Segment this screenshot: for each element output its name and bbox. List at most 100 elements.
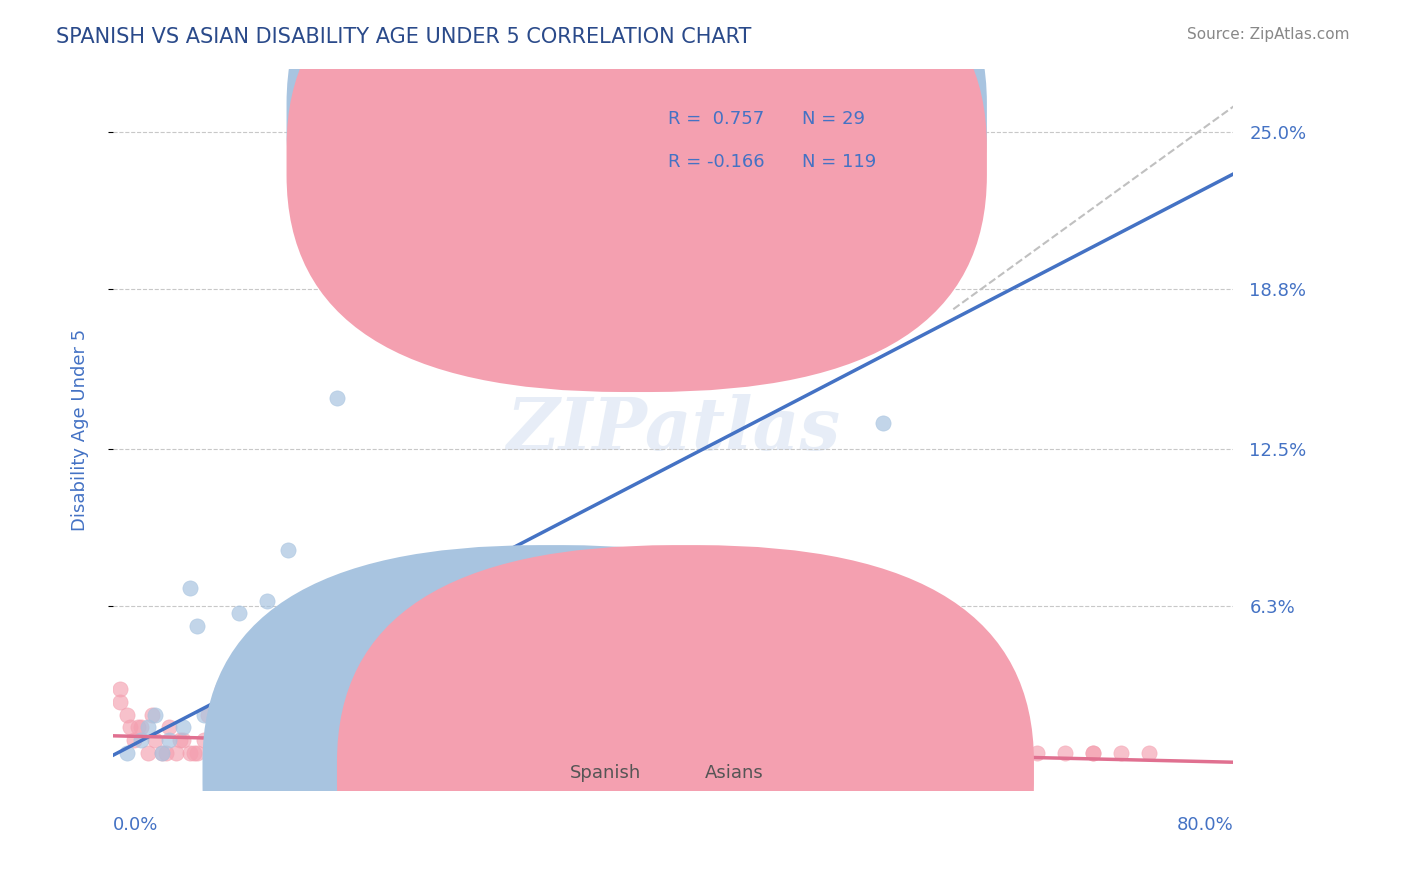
Point (575, 746, 598, 760)
Text: R = -0.166: R = -0.166 (668, 153, 763, 171)
Point (1054, 746, 1077, 760)
Point (519, 746, 541, 760)
Point (388, 746, 411, 760)
Point (157, 720, 180, 734)
Point (1083, 746, 1105, 760)
Point (127, 720, 149, 734)
Point (830, 746, 852, 760)
Point (449, 746, 471, 760)
Point (787, 746, 810, 760)
Point (463, 746, 485, 760)
Point (1083, 746, 1105, 760)
Point (115, 707, 138, 722)
Point (155, 746, 177, 760)
Point (550, 746, 572, 760)
Point (354, 746, 377, 760)
Point (326, 391, 349, 405)
Point (256, 593, 278, 607)
Point (1111, 746, 1133, 760)
Point (942, 746, 965, 760)
Point (409, 746, 432, 760)
Point (395, 746, 418, 760)
Text: Source: ZipAtlas.com: Source: ZipAtlas.com (1187, 27, 1350, 42)
Point (354, 746, 377, 760)
Point (886, 746, 908, 760)
Point (200, 746, 222, 760)
Point (197, 707, 219, 722)
Text: R =  0.757: R = 0.757 (668, 110, 763, 128)
Point (970, 746, 993, 760)
Text: N = 29: N = 29 (801, 110, 865, 128)
Point (759, 746, 782, 760)
Point (323, 682, 346, 697)
Point (494, 746, 516, 760)
Point (704, 746, 727, 760)
Point (115, 746, 138, 760)
Point (256, 746, 278, 760)
Point (347, 746, 370, 760)
Point (207, 746, 229, 760)
Point (858, 746, 880, 760)
Point (172, 720, 194, 734)
Point (179, 581, 201, 595)
Point (561, 746, 583, 760)
Point (592, 746, 614, 760)
Point (221, 746, 243, 760)
Point (533, 746, 555, 760)
FancyBboxPatch shape (337, 545, 1033, 892)
Point (312, 746, 335, 760)
Point (479, 746, 502, 760)
Point (141, 707, 163, 722)
Point (172, 733, 194, 747)
Point (298, 746, 321, 760)
Point (143, 707, 166, 722)
Point (648, 746, 671, 760)
Point (122, 733, 145, 747)
Point (477, 746, 499, 760)
Point (337, 746, 360, 760)
Point (291, 733, 314, 747)
Point (718, 746, 741, 760)
FancyBboxPatch shape (202, 545, 900, 892)
Point (392, 746, 415, 760)
Point (491, 746, 513, 760)
Point (129, 720, 152, 734)
Point (239, 707, 262, 722)
Point (733, 746, 755, 760)
Point (108, 695, 131, 709)
FancyBboxPatch shape (287, 0, 987, 349)
Point (634, 746, 657, 760)
Point (1137, 746, 1160, 760)
Point (186, 619, 208, 633)
Point (270, 733, 292, 747)
Point (221, 733, 243, 747)
Point (522, 733, 544, 747)
Point (165, 746, 187, 760)
Point (284, 746, 307, 760)
Point (998, 746, 1021, 760)
Point (295, 746, 318, 760)
Point (281, 746, 304, 760)
Point (536, 746, 558, 760)
Point (118, 720, 141, 734)
Point (434, 746, 457, 760)
Point (193, 733, 215, 747)
Point (150, 746, 173, 760)
Point (333, 746, 356, 760)
Point (402, 746, 425, 760)
Point (634, 327, 657, 342)
Point (193, 707, 215, 722)
Point (437, 746, 460, 760)
Point (179, 746, 201, 760)
Point (143, 733, 166, 747)
Point (620, 746, 643, 760)
FancyBboxPatch shape (595, 76, 931, 199)
Point (872, 746, 894, 760)
Text: SPANISH VS ASIAN DISABILITY AGE UNDER 5 CORRELATION CHART: SPANISH VS ASIAN DISABILITY AGE UNDER 5 … (56, 27, 752, 46)
Point (200, 746, 222, 760)
Point (214, 733, 236, 747)
Point (340, 746, 363, 760)
Text: 0.0%: 0.0% (112, 816, 159, 834)
Point (395, 746, 418, 760)
Point (225, 746, 247, 760)
